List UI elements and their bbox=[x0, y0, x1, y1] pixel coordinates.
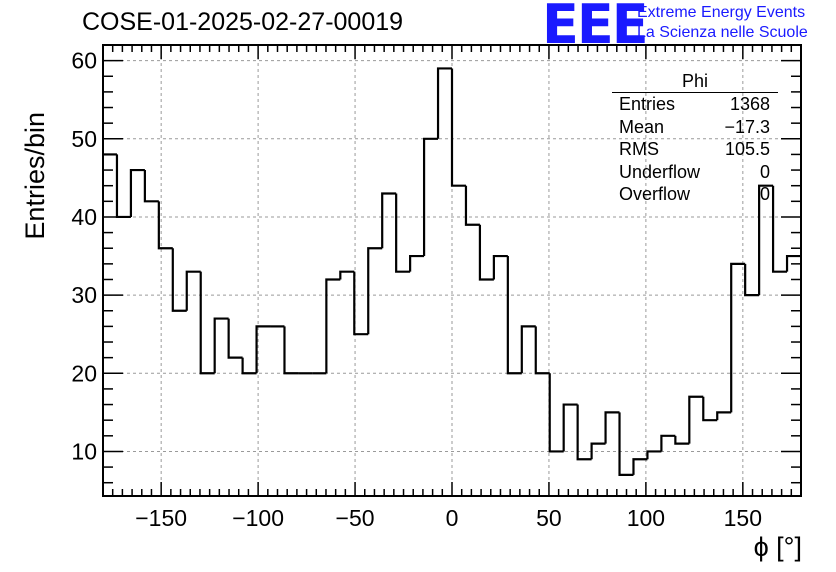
histogram-bin bbox=[660, 434, 676, 452]
histogram-bin bbox=[506, 256, 522, 375]
histogram-bin bbox=[115, 154, 131, 219]
stats-value: 105.5 bbox=[724, 139, 770, 160]
histogram-bin bbox=[185, 270, 201, 311]
histogram-bin bbox=[520, 325, 536, 374]
histogram-bin bbox=[227, 318, 243, 359]
histogram-bin bbox=[604, 411, 620, 444]
histogram-bin bbox=[353, 271, 369, 336]
stats-row-entries: Entries 1368 bbox=[612, 93, 778, 116]
histogram-bin bbox=[143, 170, 159, 203]
histogram-bin bbox=[576, 404, 592, 461]
histogram-bin bbox=[422, 137, 439, 257]
histogram-bin bbox=[590, 442, 606, 460]
histogram-bin bbox=[367, 247, 383, 335]
stats-label: Underflow bbox=[619, 161, 701, 182]
logo-caption-line1: Extreme Energy Events bbox=[637, 4, 806, 21]
histogram-bin bbox=[744, 263, 760, 297]
stats-row-mean: Mean −17.3 bbox=[612, 116, 778, 139]
histogram-bin bbox=[478, 224, 494, 281]
stats-label: Overflow bbox=[619, 184, 691, 205]
x-tick-label: −100 bbox=[232, 505, 284, 531]
stats-value: −17.3 bbox=[724, 116, 770, 137]
histogram-bin bbox=[688, 395, 704, 444]
histogram-bin bbox=[534, 326, 550, 375]
stats-row-underflow: Underflow 0 bbox=[612, 161, 778, 184]
histogram-bin bbox=[381, 192, 397, 249]
histogram-bin bbox=[241, 357, 257, 375]
x-tick-label: 100 bbox=[627, 505, 665, 531]
y-tick-label: 20 bbox=[71, 360, 97, 386]
stats-value: 0 bbox=[759, 161, 770, 182]
histogram-bin bbox=[171, 248, 187, 312]
histogram-bin bbox=[129, 168, 145, 217]
stats-label: Entries bbox=[619, 94, 676, 114]
histogram-bin bbox=[395, 193, 411, 273]
histogram-bin bbox=[157, 201, 173, 250]
x-tick-label: 0 bbox=[446, 505, 459, 531]
histogram-bin bbox=[771, 185, 788, 273]
stats-row-overflow: Overflow 0 bbox=[612, 183, 778, 206]
histogram-bin bbox=[785, 254, 801, 272]
histogram-bin bbox=[255, 325, 271, 374]
histogram-bin bbox=[492, 254, 508, 280]
stats-row-rms: RMS 105.5 bbox=[612, 138, 778, 161]
histogram-bin bbox=[464, 185, 480, 226]
histogram-bin bbox=[674, 435, 690, 445]
histogram-bin bbox=[730, 262, 746, 413]
x-tick-label: 150 bbox=[724, 505, 762, 531]
histogram-bin bbox=[450, 68, 466, 187]
x-tick-label: −50 bbox=[336, 505, 375, 531]
histogram-bin bbox=[562, 403, 578, 452]
histogram-bin bbox=[632, 458, 648, 475]
stats-value: 1368 bbox=[729, 94, 770, 114]
y-tick-label: 10 bbox=[71, 438, 97, 464]
histogram-bin bbox=[199, 271, 215, 375]
x-tick-label: −150 bbox=[135, 505, 187, 531]
histogram-bin bbox=[758, 184, 774, 296]
stats-value: 0 bbox=[759, 184, 770, 205]
histogram-bin bbox=[409, 254, 425, 272]
histogram-bin bbox=[213, 317, 229, 374]
x-axis-label: ϕ [°] bbox=[753, 532, 802, 562]
histogram-bin bbox=[325, 278, 341, 374]
histogram-bin bbox=[618, 412, 634, 476]
histogram-bin bbox=[548, 373, 564, 453]
stats-box: Phi Entries 1368 Mean −17.3 RMS 105.5 Un… bbox=[612, 70, 778, 206]
stats-title: Phi bbox=[612, 70, 778, 93]
stats-label: Mean bbox=[619, 116, 665, 137]
y-tick-label: 60 bbox=[71, 48, 97, 74]
x-tick-label: 50 bbox=[536, 505, 562, 531]
y-tick-label: 30 bbox=[71, 282, 97, 308]
y-axis-label: Entries/bin bbox=[20, 112, 50, 240]
y-tick-label: 40 bbox=[71, 204, 97, 230]
histogram-bin bbox=[283, 326, 299, 375]
histogram-bin bbox=[339, 270, 355, 280]
histogram-bin bbox=[646, 450, 662, 460]
chart-title: COSE-01-2025-02-27-00019 bbox=[82, 8, 404, 36]
y-tick-label: 50 bbox=[71, 126, 97, 152]
histogram-bin bbox=[436, 67, 452, 139]
stats-label: RMS bbox=[619, 139, 659, 160]
histogram-bin bbox=[702, 396, 718, 422]
histogram-bin bbox=[716, 411, 732, 421]
logo-caption: Extreme Energy Events La Scienza nelle S… bbox=[637, 3, 808, 43]
logo-caption-line2: La Scienza nelle Scuole bbox=[637, 24, 808, 41]
eee-logo: EEE bbox=[542, 0, 649, 56]
